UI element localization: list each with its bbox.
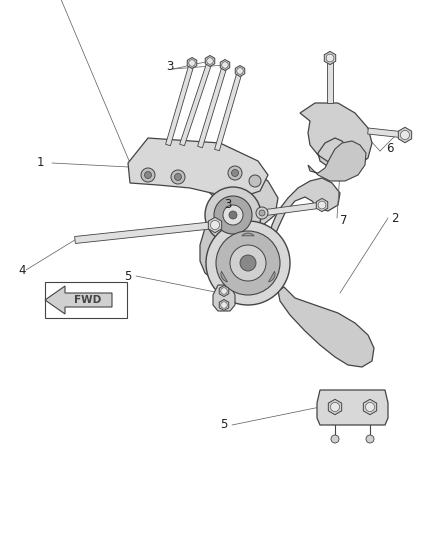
Polygon shape [308,141,366,181]
Circle shape [228,166,242,180]
Circle shape [326,54,334,62]
Text: 4: 4 [18,263,26,277]
Polygon shape [155,155,278,229]
Circle shape [214,196,252,234]
Polygon shape [210,178,340,277]
Polygon shape [45,286,112,314]
Circle shape [222,62,228,68]
Text: FWD: FWD [74,295,102,305]
Circle shape [230,245,266,281]
Text: 5: 5 [220,418,228,432]
Circle shape [141,168,155,182]
Circle shape [210,221,219,230]
Circle shape [331,435,339,443]
Circle shape [221,288,227,294]
Circle shape [240,255,256,271]
Circle shape [171,170,185,184]
Polygon shape [324,51,336,64]
Polygon shape [327,58,333,103]
Text: 5: 5 [124,270,132,282]
Text: 3: 3 [224,198,232,212]
Circle shape [189,60,195,66]
Circle shape [256,207,268,219]
Polygon shape [215,70,242,151]
Polygon shape [364,399,377,415]
Polygon shape [220,60,230,70]
Polygon shape [398,127,412,143]
Text: 6: 6 [386,141,394,155]
Polygon shape [235,66,245,77]
Polygon shape [317,390,388,425]
Polygon shape [300,103,372,171]
Polygon shape [205,55,215,67]
Polygon shape [213,285,235,311]
Circle shape [365,402,374,411]
Circle shape [223,205,243,225]
Polygon shape [316,198,328,212]
Circle shape [229,211,237,219]
Circle shape [174,174,181,181]
Text: 3: 3 [166,60,174,72]
Polygon shape [166,62,194,146]
Polygon shape [261,202,322,216]
Text: 7: 7 [340,214,348,228]
Polygon shape [328,399,342,415]
Text: 1: 1 [36,157,44,169]
Circle shape [145,172,152,179]
Polygon shape [278,287,374,367]
Circle shape [366,435,374,443]
Bar [45,282,127,318]
Polygon shape [219,286,229,296]
Polygon shape [128,138,268,197]
Text: 2: 2 [391,212,399,224]
Circle shape [221,302,227,308]
Polygon shape [74,222,215,244]
Polygon shape [200,203,250,283]
Circle shape [237,68,243,74]
Polygon shape [221,271,228,282]
Circle shape [206,221,290,305]
Polygon shape [242,233,254,236]
Polygon shape [208,217,222,233]
Circle shape [318,201,326,209]
Circle shape [249,175,261,187]
Circle shape [259,210,265,216]
Circle shape [330,402,339,411]
Circle shape [400,131,410,140]
Polygon shape [198,64,227,148]
Polygon shape [367,128,405,138]
Circle shape [205,187,261,243]
Circle shape [216,231,280,295]
Polygon shape [219,300,229,311]
Polygon shape [180,60,212,146]
Circle shape [232,169,239,176]
Polygon shape [268,271,275,282]
Polygon shape [187,58,197,69]
Circle shape [207,58,213,64]
